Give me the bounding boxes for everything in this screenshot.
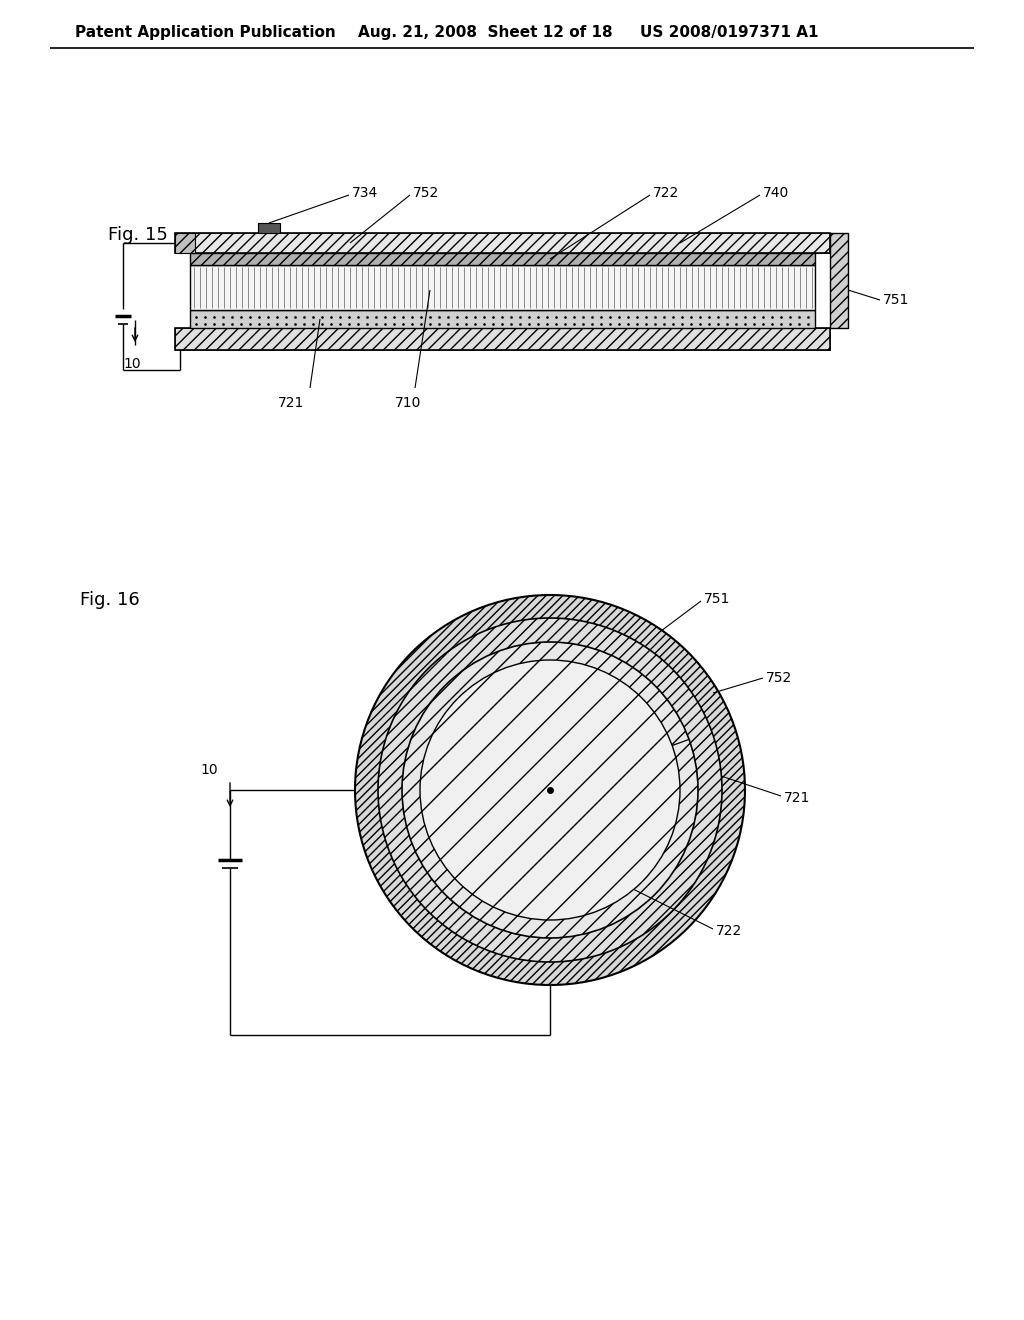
Text: Aug. 21, 2008  Sheet 12 of 18: Aug. 21, 2008 Sheet 12 of 18 (358, 25, 612, 40)
Text: 721: 721 (278, 396, 304, 411)
Text: 710: 710 (395, 396, 421, 411)
Text: 752: 752 (413, 186, 439, 201)
Circle shape (378, 618, 722, 962)
Text: Fig. 15: Fig. 15 (108, 226, 168, 244)
Text: 752: 752 (766, 671, 793, 685)
Text: 722: 722 (653, 186, 679, 201)
Text: 751: 751 (883, 293, 909, 308)
Bar (175, 327, 830, 350)
Bar (175, 234, 830, 253)
Text: 734: 734 (352, 186, 378, 201)
Bar (175, 327, 830, 350)
Bar (190, 253, 815, 265)
Text: Patent Application Publication: Patent Application Publication (75, 25, 336, 40)
Bar (258, 223, 280, 234)
Text: 10: 10 (200, 763, 218, 777)
Bar (175, 234, 195, 253)
Circle shape (402, 642, 698, 939)
Bar (190, 265, 815, 310)
Text: 721: 721 (784, 791, 810, 805)
Bar (190, 310, 815, 327)
Text: US 2008/0197371 A1: US 2008/0197371 A1 (640, 25, 818, 40)
Text: 10: 10 (123, 356, 140, 371)
Bar (175, 234, 830, 253)
Text: Fig. 16: Fig. 16 (80, 591, 139, 609)
Text: 722: 722 (716, 924, 742, 939)
Circle shape (355, 595, 745, 985)
Bar (830, 234, 848, 327)
Circle shape (420, 660, 680, 920)
Text: 751: 751 (705, 591, 730, 606)
Text: 740: 740 (763, 186, 790, 201)
Bar (190, 253, 815, 265)
Bar (175, 234, 195, 253)
Bar (830, 234, 848, 327)
